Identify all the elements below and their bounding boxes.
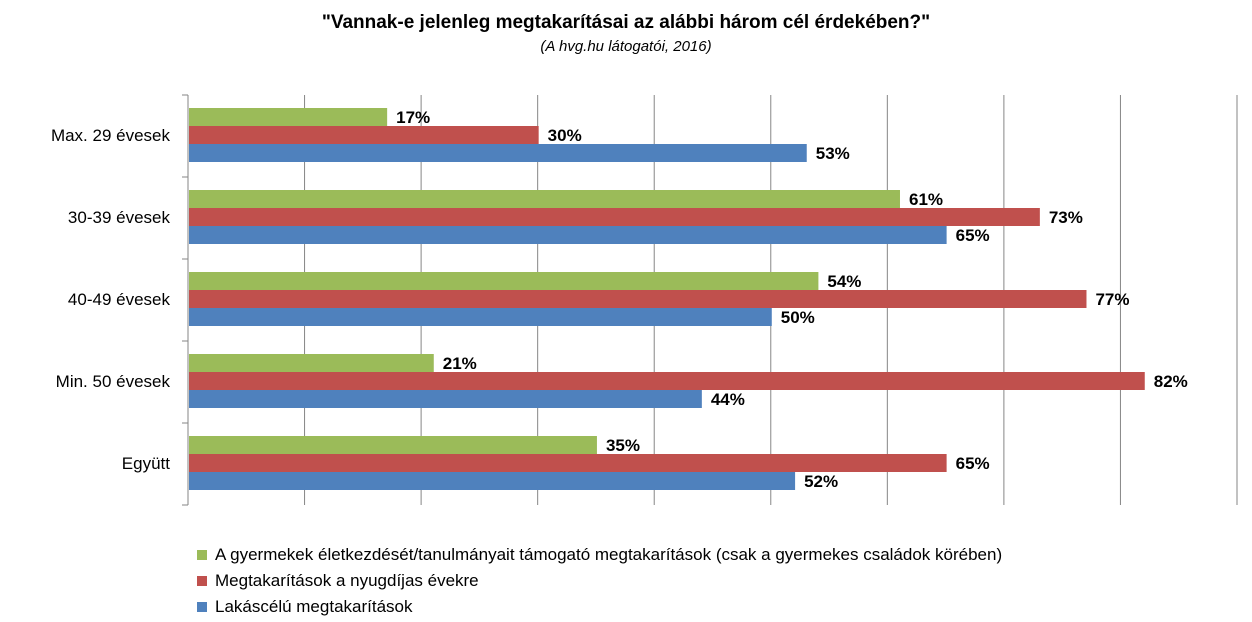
data-label: 53% (816, 144, 850, 163)
bar (189, 308, 772, 326)
data-label: 52% (804, 472, 838, 491)
bar-chart: Max. 29 évesek 17% 30% 53% 30-39 évesek 61% 73… (51, 94, 1238, 506)
data-label: 65% (956, 226, 990, 245)
data-label: 54% (827, 272, 861, 291)
bar (189, 190, 900, 208)
data-label: 82% (1154, 372, 1188, 391)
data-label: 77% (1095, 290, 1129, 309)
bar (189, 144, 807, 162)
legend-label-pension: Megtakarítások a nyugdíjas évekre (215, 571, 479, 590)
category-label: Max. 29 évesek (51, 126, 171, 145)
data-label: 30% (548, 126, 582, 145)
data-label: 65% (956, 454, 990, 473)
category-label: 30-39 évesek (68, 208, 171, 227)
bar (189, 108, 388, 126)
category-label: 40-49 évesek (68, 290, 171, 309)
legend-swatch-green (197, 550, 207, 560)
data-label: 61% (909, 190, 943, 209)
chart-subtitle: (A hvg.hu látogatói, 2016) (540, 38, 712, 55)
bar (189, 272, 819, 290)
data-label: 17% (396, 108, 430, 127)
legend-swatch-blue (197, 602, 207, 612)
data-label: 44% (711, 390, 745, 409)
bar (189, 226, 947, 244)
chart-title: "Vannak-e jelenleg megtakarításai az alá… (321, 12, 931, 33)
data-label: 50% (781, 308, 815, 327)
bar (189, 372, 1145, 390)
bar (189, 208, 1040, 226)
bar (189, 354, 434, 372)
legend-label-housing: Lakáscélú megtakarítások (215, 597, 413, 616)
legend-item-pension: Megtakarítások a nyugdíjas évekre (197, 568, 1002, 594)
legend-swatch-red (197, 576, 207, 586)
legend-item-housing: Lakáscélú megtakarítások (197, 594, 1002, 620)
category-label: Együtt (122, 454, 170, 473)
data-label: 35% (606, 436, 640, 455)
bar (189, 472, 796, 490)
data-label: 21% (443, 354, 477, 373)
legend-item-children: A gyermekek életkezdését/tanulmányait tá… (197, 542, 1002, 568)
bar (189, 390, 702, 408)
category-label: Min. 50 évesek (56, 372, 171, 391)
bar (189, 454, 947, 472)
legend: A gyermekek életkezdését/tanulmányait tá… (197, 542, 1002, 620)
bar (189, 436, 597, 454)
data-label: 73% (1049, 208, 1083, 227)
legend-label-children: A gyermekek életkezdését/tanulmányait tá… (215, 545, 1003, 564)
bar (189, 126, 539, 144)
bar (189, 290, 1087, 308)
